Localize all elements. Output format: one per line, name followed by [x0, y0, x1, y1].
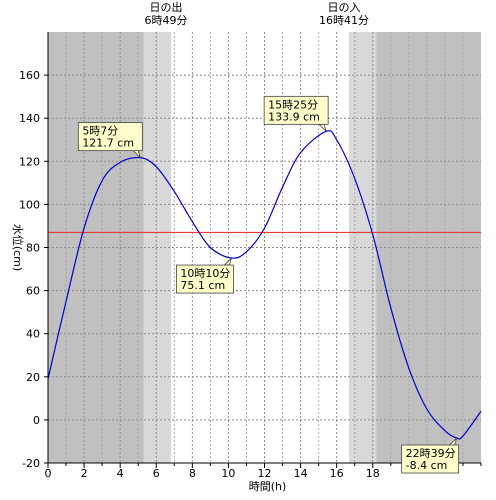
callout-level: 121.7 cm [82, 137, 134, 150]
sunset-time: 16時41分 [319, 14, 369, 27]
sunrise-label: 日の出 [149, 0, 182, 14]
callout-time: 22時39分 [406, 447, 456, 460]
y-tick-label: 80 [26, 242, 40, 255]
x-tick-label: 14 [294, 467, 308, 480]
callout-level: -8.4 cm [406, 459, 448, 472]
y-axis-title: 水位(cm) [11, 224, 25, 271]
x-tick-label: 8 [189, 467, 196, 480]
sunset-label: 日の入 [327, 1, 360, 14]
grid [48, 32, 481, 463]
y-tick-label: 40 [26, 328, 40, 341]
x-tick-label: 12 [258, 467, 272, 480]
callout-time: 10時10分 [180, 267, 230, 280]
callout-box [263, 95, 329, 125]
y-tick-label: 20 [26, 371, 40, 384]
y-tick-label: 140 [19, 112, 40, 125]
x-tick-label: 4 [117, 467, 124, 480]
callout-level: 75.1 cm [180, 279, 225, 292]
callout-box [401, 444, 460, 474]
x-tick-label: 16 [330, 467, 344, 480]
sunrise-time: 6時49分 [144, 14, 187, 27]
axis-labels: 時間(h) 水位(cm) 日の出 6時49分 日の入 16時41分 [11, 0, 369, 493]
callout-time: 15時25分 [268, 98, 318, 111]
tide-callout: 22時39分-8.4 cm [401, 436, 460, 474]
axes: -20 0 20 40 60 80 100 120 140 160 0 2 4 6 8 10 12 14 16 18 [19, 32, 482, 480]
callout-time: 5時7分 [82, 125, 118, 138]
x-tick-label: 6 [153, 467, 160, 480]
x-tick-label: 10 [221, 467, 235, 480]
tide-level-line [47, 130, 482, 440]
y-tick-label: 0 [33, 414, 40, 427]
y-tick-label: 60 [26, 285, 40, 298]
x-axis-title: 時間(h) [249, 480, 287, 493]
y-tick-label: 120 [19, 155, 40, 168]
x-tick-label: 0 [45, 467, 52, 480]
x-tick-label: 2 [81, 467, 88, 480]
y-tick-label: 100 [19, 198, 40, 211]
series-group [47, 130, 482, 440]
callout-box [176, 264, 234, 294]
callout-box [77, 122, 143, 152]
y-tick-label: -20 [22, 457, 40, 470]
callout-level: 133.9 cm [268, 110, 320, 123]
y-tick-label: 160 [19, 69, 40, 82]
x-tick-label: 18 [366, 467, 380, 480]
